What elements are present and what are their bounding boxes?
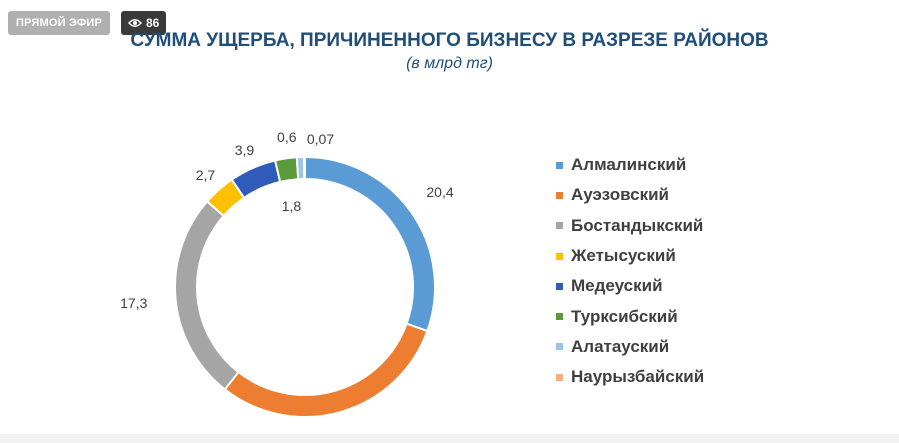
legend-swatch [556, 161, 563, 169]
data-label-8: 0,07 [307, 131, 334, 147]
chart-subtitle: (в млрд тг) [406, 55, 493, 72]
data-label-4: 2,7 [196, 167, 216, 183]
legend-label: Турксибский [571, 306, 678, 326]
legend-label: Алатауский [571, 336, 670, 356]
legend-label: Бостандыкский [571, 215, 704, 235]
legend-item-6: Турксибский [556, 301, 704, 331]
legend-swatch [556, 252, 563, 260]
data-label-1: 20,4 [426, 184, 453, 200]
legend-label: Алмалинский [571, 155, 687, 175]
eye-icon [128, 19, 142, 27]
legend-item-3: Бостандыкский [556, 211, 704, 241]
legend-label: Наурызбайский [571, 367, 705, 387]
data-label-5: 3,9 [235, 142, 255, 158]
data-label-6: 1,8 [282, 198, 302, 214]
legend-swatch [556, 191, 563, 199]
views-badge: 86 [121, 11, 167, 35]
slice-8 [303, 155, 306, 181]
legend-item-4: Жетысуский [556, 241, 704, 271]
data-label-7: 0,6 [277, 129, 297, 145]
legend-swatch [556, 373, 563, 381]
slice-1 [304, 155, 436, 333]
slice-6 [273, 156, 300, 184]
chart-legend: Алмалинский Ауэзовский Бостандыкский Жетысу… [556, 150, 704, 392]
legend-label: Жетысуский [571, 246, 676, 266]
legend-item-5: Медеуский [556, 271, 704, 301]
chart-title: СУММА УЩЕРБА, ПРИЧИНЕННОГО БИЗНЕСУ В РАЗ… [130, 30, 769, 51]
legend-item-7: Алатауский [556, 332, 704, 362]
legend-label: Медеуский [571, 276, 663, 296]
legend-swatch [556, 282, 563, 290]
legend-swatch [556, 222, 563, 230]
legend-item-8: Наурызбайский [556, 362, 704, 392]
legend-swatch [556, 313, 563, 321]
slice-2 [223, 322, 429, 418]
bottom-bar [0, 434, 899, 443]
slice-3 [174, 200, 240, 391]
legend-swatch [556, 343, 563, 351]
views-count: 86 [146, 16, 160, 30]
legend-item-1: Алмалинский [556, 150, 704, 180]
data-label-3: 17,3 [120, 295, 147, 311]
legend-item-2: Ауэзовский [556, 180, 704, 210]
live-badge: ПРЯМОЙ ЭФИР [8, 11, 111, 35]
legend-label: Ауэзовский [571, 185, 669, 205]
